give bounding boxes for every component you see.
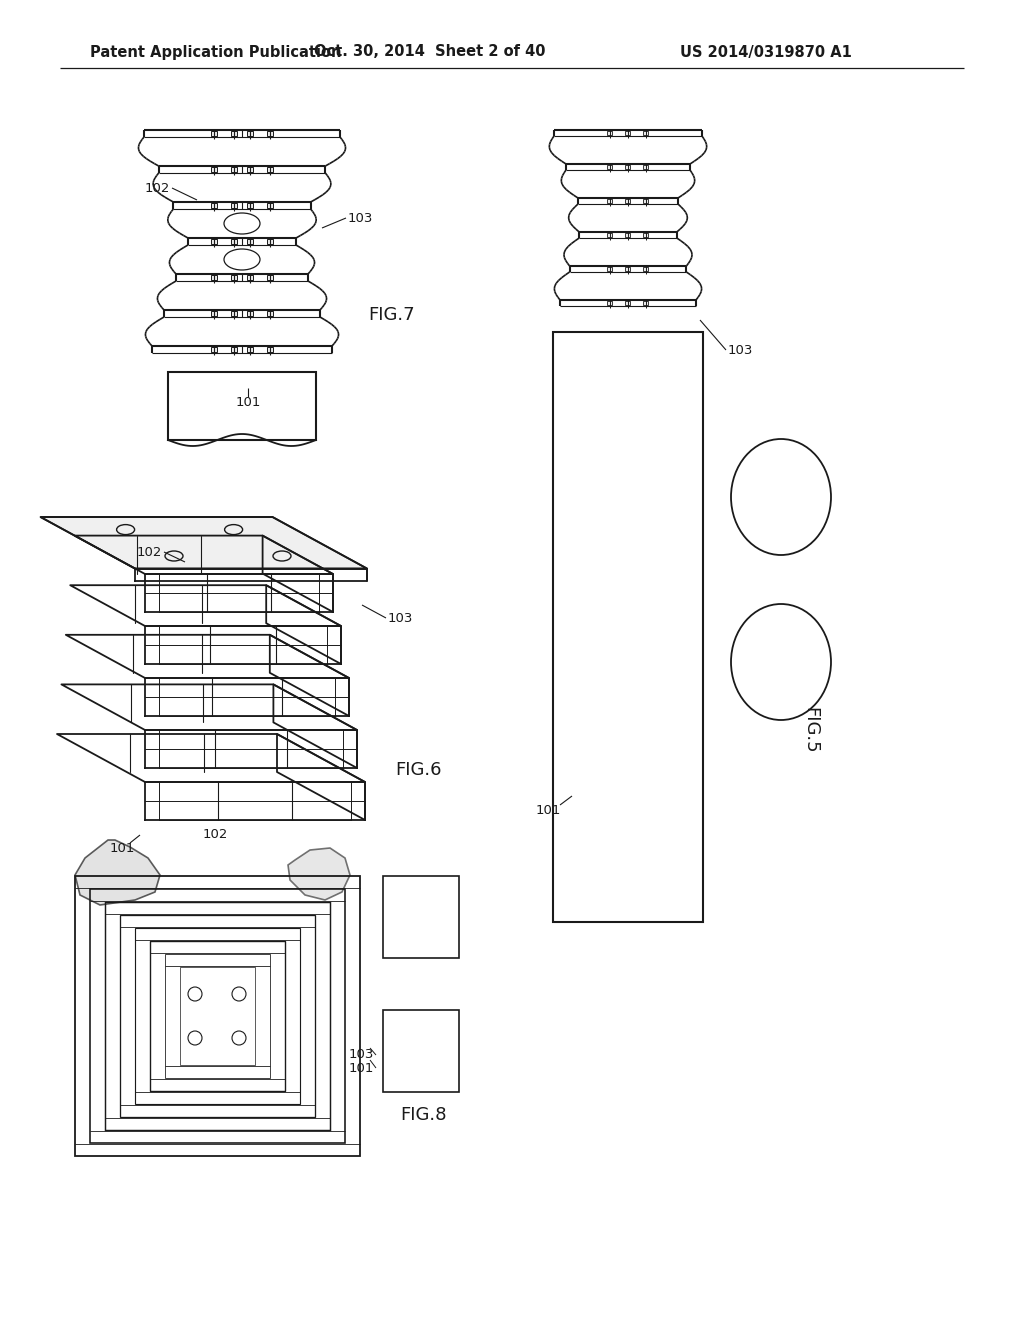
Bar xyxy=(180,968,255,1065)
Text: 101: 101 xyxy=(236,396,261,408)
Bar xyxy=(247,168,253,172)
Polygon shape xyxy=(75,840,160,906)
Bar xyxy=(607,131,612,135)
Bar xyxy=(643,267,648,271)
Bar xyxy=(231,131,237,136)
Bar xyxy=(211,131,217,136)
Bar xyxy=(625,199,630,203)
Bar xyxy=(90,888,345,1143)
Bar xyxy=(231,275,237,280)
Bar xyxy=(267,168,273,172)
Bar xyxy=(643,234,648,238)
Text: FIG.5: FIG.5 xyxy=(801,706,819,754)
Text: 103: 103 xyxy=(728,343,754,356)
Bar xyxy=(643,131,648,135)
Bar xyxy=(168,372,316,440)
Bar xyxy=(625,131,630,135)
Bar xyxy=(625,234,630,238)
Bar xyxy=(607,301,612,305)
Bar xyxy=(607,199,612,203)
Bar xyxy=(247,203,253,209)
Bar xyxy=(383,1010,459,1092)
Bar xyxy=(247,275,253,280)
Bar xyxy=(105,902,330,1130)
Bar xyxy=(643,165,648,169)
Bar xyxy=(231,168,237,172)
Bar xyxy=(211,347,217,352)
Bar xyxy=(247,131,253,136)
Text: 101: 101 xyxy=(110,842,135,854)
Bar xyxy=(625,165,630,169)
Bar xyxy=(150,941,285,1092)
Bar xyxy=(383,876,459,958)
Text: 102: 102 xyxy=(203,829,227,842)
Bar xyxy=(625,301,630,305)
Bar xyxy=(607,165,612,169)
Bar xyxy=(211,275,217,280)
Text: 103: 103 xyxy=(388,611,414,624)
Text: 101: 101 xyxy=(348,1061,374,1074)
Text: FIG.8: FIG.8 xyxy=(400,1106,446,1125)
Bar xyxy=(267,239,273,244)
Text: 102: 102 xyxy=(136,545,162,558)
Text: Patent Application Publication: Patent Application Publication xyxy=(90,45,341,59)
Text: 103: 103 xyxy=(348,1048,374,1061)
Bar xyxy=(211,312,217,315)
Bar xyxy=(267,203,273,209)
Bar xyxy=(267,131,273,136)
Bar xyxy=(231,203,237,209)
Bar xyxy=(267,347,273,352)
Bar xyxy=(231,312,237,315)
Bar xyxy=(75,876,360,1156)
Bar xyxy=(135,928,300,1104)
Bar xyxy=(625,267,630,271)
Bar xyxy=(165,954,270,1078)
Bar xyxy=(607,234,612,238)
Bar xyxy=(267,275,273,280)
Bar xyxy=(247,239,253,244)
Text: 102: 102 xyxy=(144,181,170,194)
Bar xyxy=(643,199,648,203)
Text: US 2014/0319870 A1: US 2014/0319870 A1 xyxy=(680,45,852,59)
Bar xyxy=(247,347,253,352)
Text: Oct. 30, 2014  Sheet 2 of 40: Oct. 30, 2014 Sheet 2 of 40 xyxy=(314,45,546,59)
Text: 101: 101 xyxy=(536,804,561,817)
Text: FIG.7: FIG.7 xyxy=(368,306,415,323)
Bar xyxy=(211,239,217,244)
Bar xyxy=(553,333,703,921)
Text: FIG.6: FIG.6 xyxy=(395,762,441,779)
Bar xyxy=(643,301,648,305)
Text: 103: 103 xyxy=(348,211,374,224)
Bar xyxy=(247,312,253,315)
Bar xyxy=(607,267,612,271)
Bar xyxy=(211,168,217,172)
Bar xyxy=(267,312,273,315)
Polygon shape xyxy=(41,517,367,569)
Polygon shape xyxy=(288,847,350,900)
Bar xyxy=(231,239,237,244)
Bar xyxy=(211,203,217,209)
Bar xyxy=(231,347,237,352)
Bar xyxy=(150,941,285,1092)
Bar xyxy=(120,915,315,1117)
